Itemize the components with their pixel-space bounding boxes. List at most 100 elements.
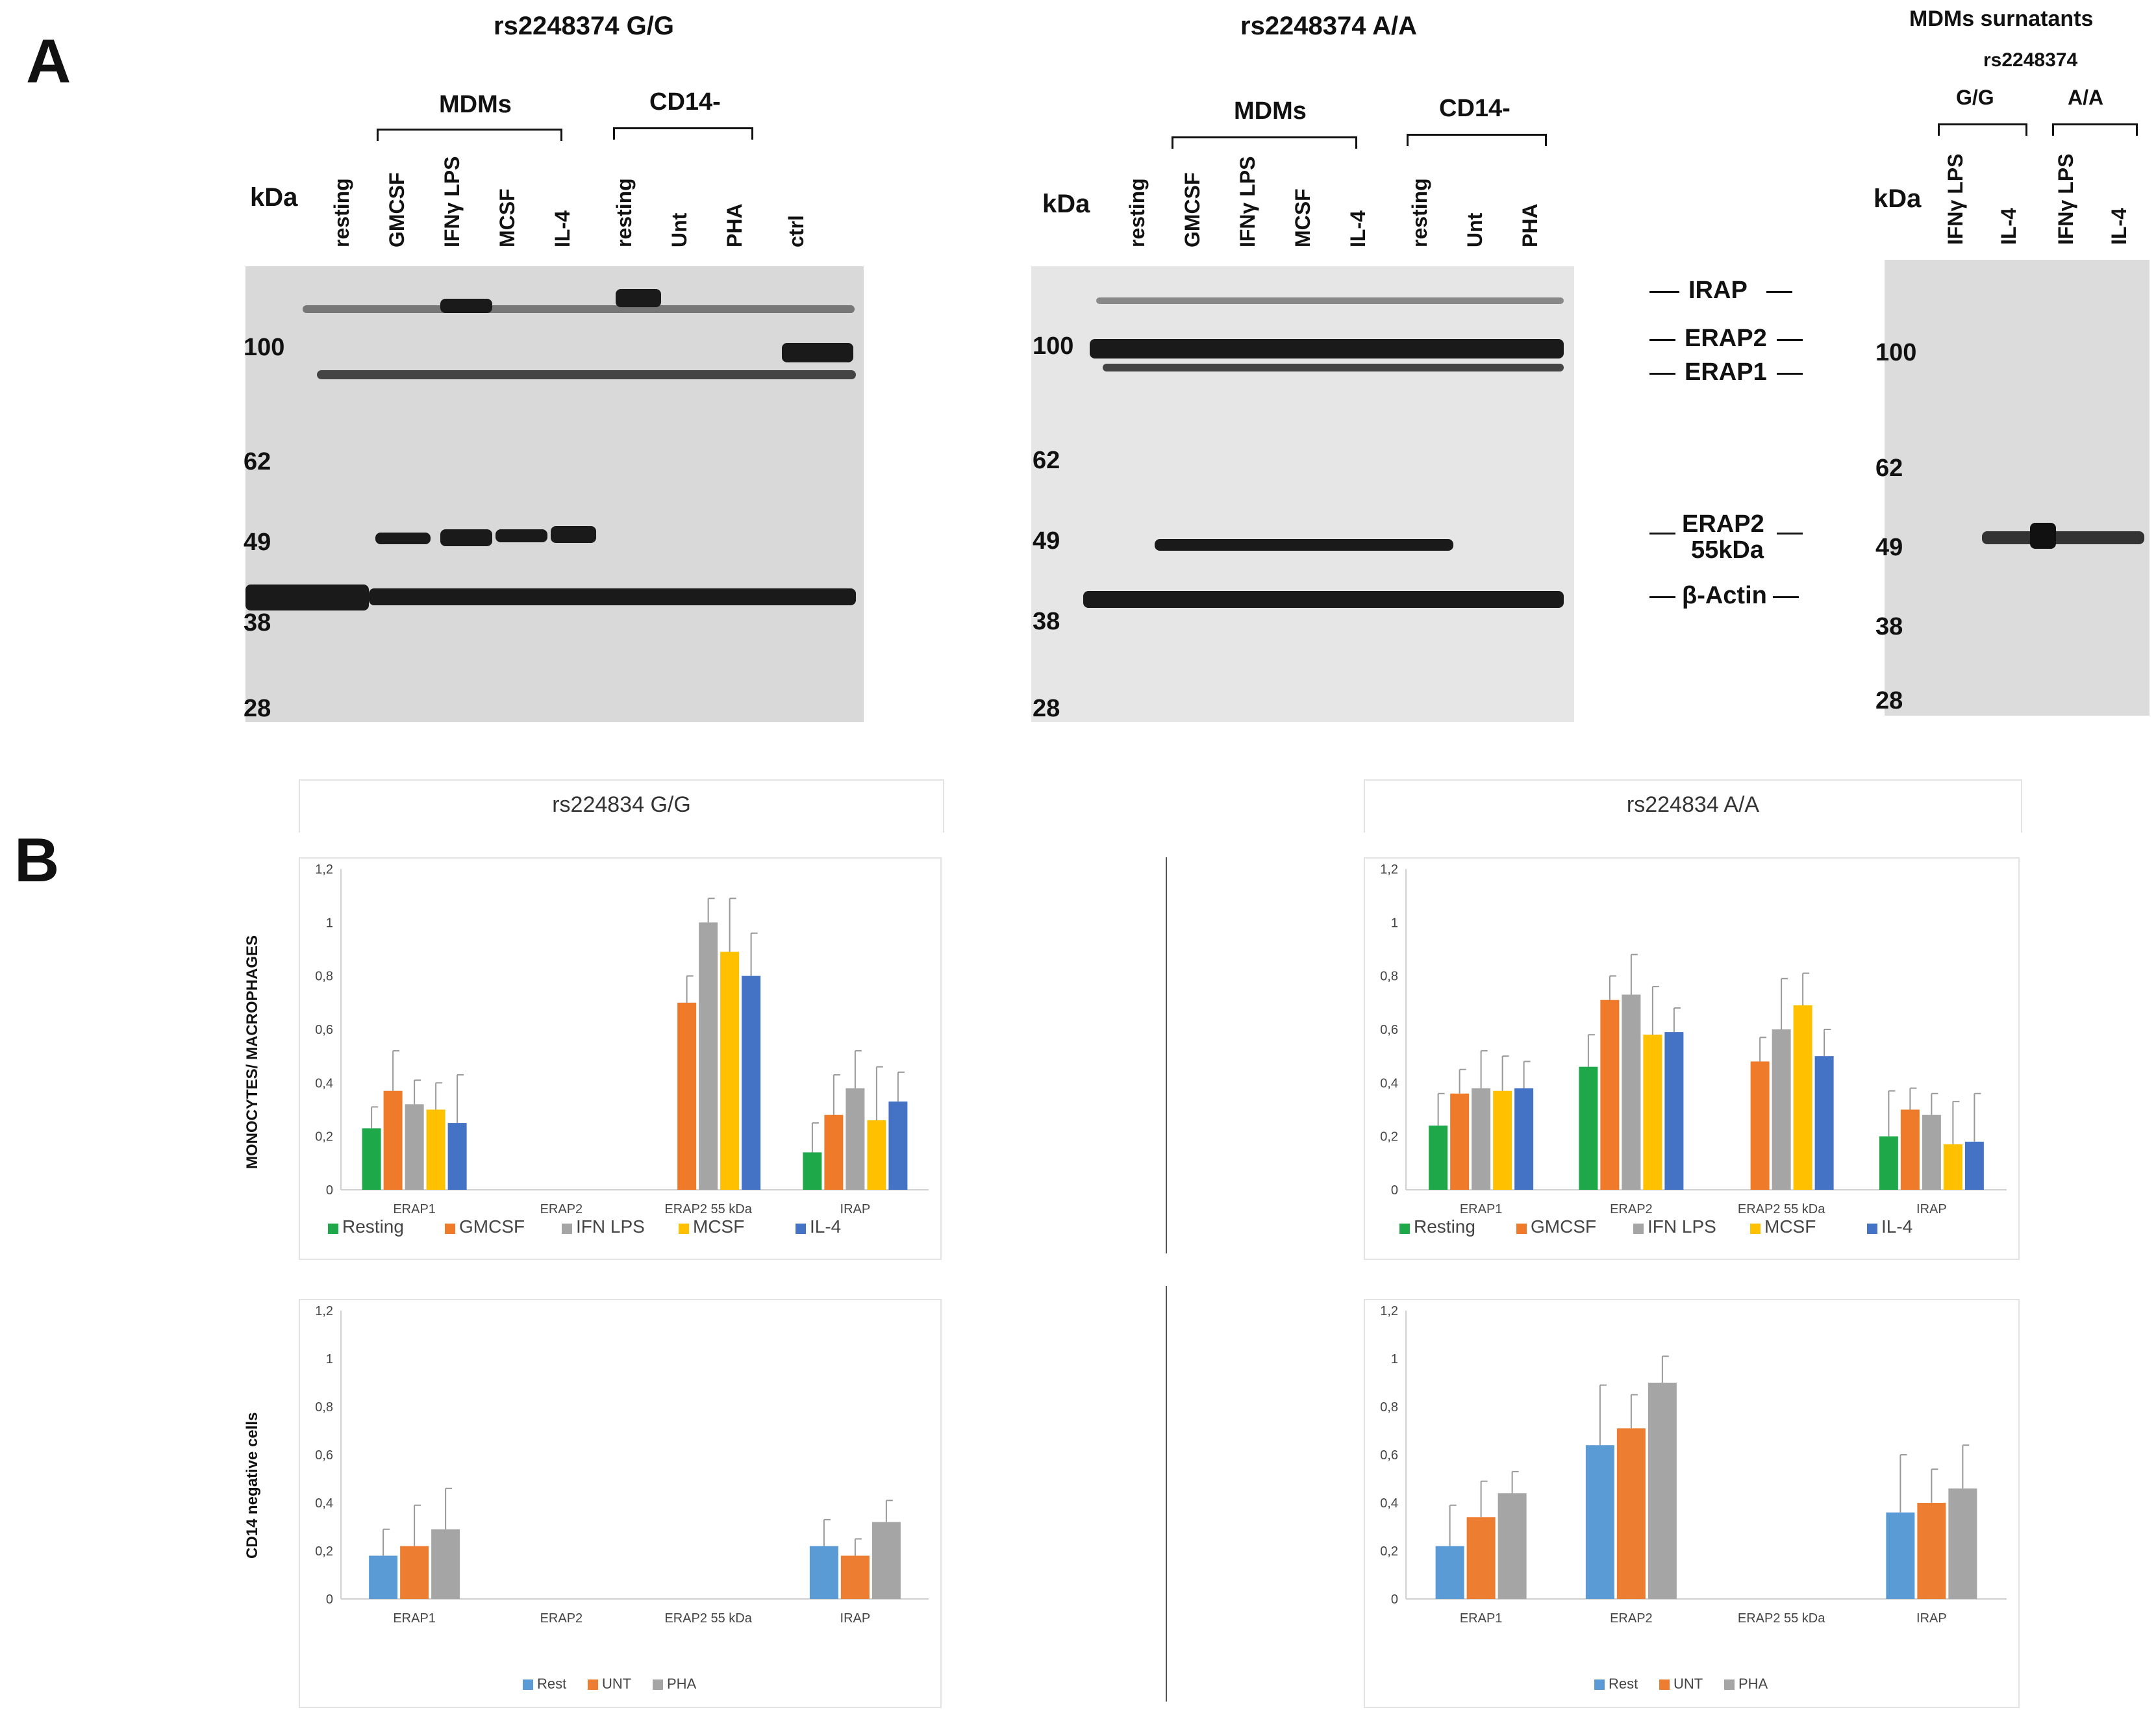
column-separator-bottom [1166, 1286, 1167, 1702]
legend-swatch [796, 1224, 806, 1234]
legend-label: UNT [602, 1676, 631, 1692]
chart-cd14neg-gg: 0 0,2 0,4 0,6 0,8 1 1,2 ERAP1 ERAP2 ERAP2 55 kDa I… [299, 1299, 942, 1708]
category-label: ERAP2 [540, 1611, 583, 1626]
mw-marker: 100 [1033, 333, 1074, 360]
mw-marker: 38 [1875, 613, 1903, 640]
y-tick-label: 0,8 [315, 1400, 333, 1415]
category-label: ERAP1 [1460, 1202, 1503, 1216]
blot2-image [1031, 266, 1574, 722]
bar [1750, 1061, 1770, 1190]
mw-marker: 49 [244, 529, 271, 556]
category-label: IRAP [1916, 1611, 1947, 1626]
legend-label: GMCSF [459, 1216, 525, 1237]
bar [1466, 1517, 1496, 1599]
bar [1943, 1144, 1962, 1190]
bar [1429, 1126, 1448, 1190]
chart-monocytes-gg: 0 0,2 0,4 0,6 0,8 1 1,2 ERAP1 ERAP2 ERAP2 55 kDa I… [299, 857, 942, 1260]
y-tick-label: 0,8 [1380, 1400, 1398, 1415]
chart-frame [299, 857, 942, 1260]
bar [426, 1109, 445, 1190]
lane-label: IFNγ LPS [440, 156, 464, 247]
bar [1772, 1029, 1791, 1190]
bar [1579, 1066, 1598, 1190]
lane-label: IFNγ LPS [1236, 156, 1259, 247]
y-tick-label: 0,4 [1380, 1496, 1398, 1511]
y-tick-label: 1 [1391, 916, 1398, 930]
bar [1917, 1503, 1946, 1599]
lane-label: Unt [668, 212, 691, 247]
mw-marker: 28 [1033, 695, 1060, 722]
category-label: ERAP2 [540, 1202, 583, 1216]
bar [1472, 1088, 1491, 1190]
band-label-erap1: ERAP1 [1685, 358, 1767, 386]
legend-label: IL-4 [810, 1216, 841, 1237]
legend-label: Rest [1609, 1676, 1638, 1692]
legend-label: IL-4 [1881, 1216, 1912, 1237]
legend-swatch [1659, 1679, 1670, 1690]
legend-swatch [1516, 1224, 1527, 1234]
blot3-title: MDMs surnatants [1909, 6, 2094, 31]
lane-label: PHA [723, 203, 746, 247]
lane-label: resting [330, 178, 353, 247]
lane-label: IFNγ LPS [1944, 153, 1967, 245]
bar [1616, 1428, 1646, 1599]
band-label-erap2-55-line1: ERAP2 [1682, 510, 1764, 538]
y-tick-label: 0 [1391, 1183, 1398, 1198]
blot1-image [245, 266, 864, 722]
bar [677, 1002, 697, 1190]
y-tick-label: 0,6 [1380, 1023, 1398, 1037]
blot2-group-mdms: MDMs [1234, 97, 1307, 125]
mw-marker: 100 [244, 334, 285, 361]
bar [742, 975, 761, 1190]
blot2-bracket-mdms [1172, 136, 1357, 149]
y-tick-label: 1,2 [315, 862, 333, 877]
legend-label: PHA [667, 1676, 697, 1692]
blot3-bracket-gg [1938, 123, 2027, 136]
y-tick-label: 0,2 [1380, 1130, 1398, 1144]
bar [1648, 1383, 1677, 1599]
legend-swatch [1633, 1224, 1644, 1234]
mw-marker: 38 [244, 609, 271, 636]
chart-frame [299, 1299, 942, 1708]
y-tick-label: 0 [1391, 1592, 1398, 1607]
band-label-erap2-55-line2: 55kDa [1691, 536, 1764, 564]
bar [720, 951, 740, 1190]
legend-swatch [653, 1679, 663, 1690]
lane-label: IL-4 [551, 210, 574, 247]
category-label: ERAP2 55 kDa [1738, 1202, 1825, 1216]
y-tick-label: 0,6 [315, 1023, 333, 1037]
legend-swatch [1724, 1679, 1735, 1690]
row1-ylabel: MONOCYTES/ MACROPHAGES [244, 857, 262, 1169]
bar [871, 1522, 901, 1599]
legend-swatch [445, 1224, 455, 1234]
y-tick-label: 0,4 [1380, 1076, 1398, 1090]
bar [867, 1120, 886, 1190]
category-label: ERAP1 [393, 1202, 436, 1216]
bar [809, 1546, 838, 1599]
bar [1450, 1093, 1470, 1190]
bar [1814, 1056, 1834, 1190]
category-label: IRAP [840, 1611, 871, 1626]
bar [1498, 1493, 1527, 1599]
bar [803, 1152, 822, 1190]
col-gg-title: rs224834 G/G [552, 792, 691, 817]
bar [1643, 1035, 1662, 1190]
y-tick-label: 1,2 [315, 1304, 333, 1318]
legend-label: Rest [537, 1676, 566, 1692]
mw-marker: 62 [1033, 447, 1060, 474]
row1-ylabel-text: MONOCYTES/ MACROPHAGES [244, 935, 261, 1169]
blot1-bracket-mdms [377, 129, 562, 141]
blot1-group-mdms: MDMs [439, 91, 512, 118]
bar [1622, 994, 1641, 1190]
category-label: ERAP2 55 kDa [1738, 1611, 1825, 1626]
y-tick-label: 0,6 [315, 1448, 333, 1463]
lane-label: IL-4 [1346, 210, 1370, 247]
blot3-subtitle: rs2248374 [1983, 49, 2078, 71]
y-tick-label: 0,8 [1380, 970, 1398, 984]
col-aa-title-box: rs224834 A/A [1364, 779, 2022, 833]
category-label: ERAP2 [1610, 1202, 1653, 1216]
row2-ylabel-text: CD14 negative cells [244, 1412, 261, 1559]
bar [431, 1529, 460, 1599]
bar [1793, 1005, 1812, 1190]
legend-label: MCSF [1764, 1216, 1816, 1237]
